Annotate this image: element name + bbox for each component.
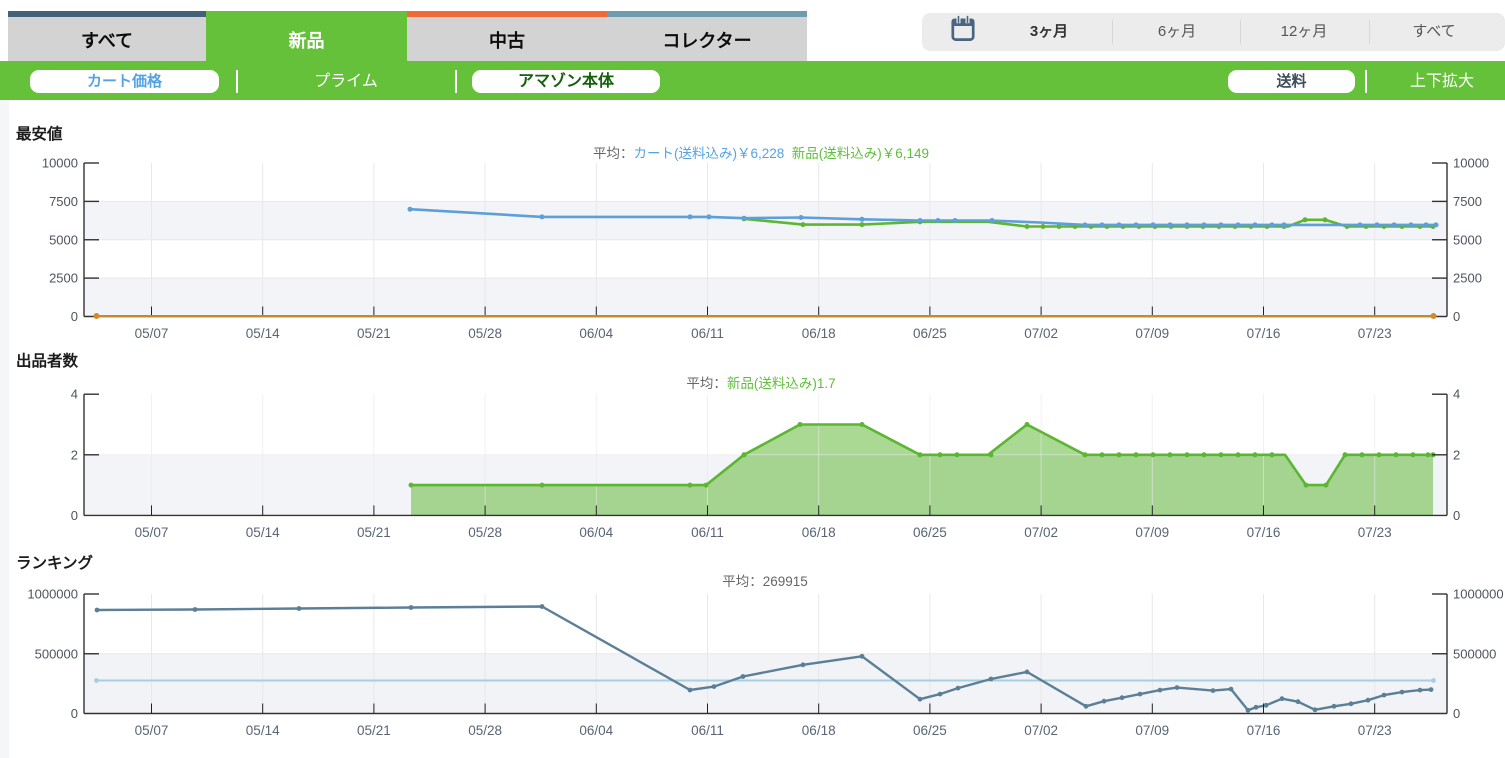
svg-text:7500: 7500 <box>49 194 78 209</box>
svg-text:07/09: 07/09 <box>1135 525 1169 540</box>
svg-text:06/11: 06/11 <box>691 326 724 341</box>
svg-text:0: 0 <box>1453 706 1460 721</box>
svg-text:07/02: 07/02 <box>1024 723 1058 738</box>
svg-text:0: 0 <box>1453 508 1460 523</box>
svg-text:05/21: 05/21 <box>357 326 391 341</box>
svg-text:1000000: 1000000 <box>1453 587 1504 602</box>
svg-text:2500: 2500 <box>1453 271 1482 286</box>
svg-text:05/21: 05/21 <box>357 723 391 738</box>
svg-text:0: 0 <box>71 508 78 523</box>
svg-text:2: 2 <box>71 447 78 462</box>
svg-text:10000: 10000 <box>1453 156 1489 171</box>
svg-text:05/07: 05/07 <box>135 525 169 540</box>
svg-text:05/14: 05/14 <box>246 326 280 341</box>
svg-text:0: 0 <box>71 706 78 721</box>
svg-text:2: 2 <box>1453 447 1460 462</box>
svg-text:07/02: 07/02 <box>1024 326 1058 341</box>
svg-text:4: 4 <box>71 387 78 402</box>
svg-text:2500: 2500 <box>49 271 78 286</box>
svg-text:0: 0 <box>1453 309 1460 324</box>
svg-text:10000: 10000 <box>42 156 78 171</box>
svg-text:7500: 7500 <box>1453 194 1482 209</box>
svg-text:07/16: 07/16 <box>1247 525 1281 540</box>
svg-text:05/21: 05/21 <box>357 525 391 540</box>
svg-text:05/28: 05/28 <box>468 723 502 738</box>
svg-text:05/28: 05/28 <box>468 326 502 341</box>
svg-text:05/28: 05/28 <box>468 525 502 540</box>
svg-text:06/25: 06/25 <box>913 723 947 738</box>
svg-text:07/23: 07/23 <box>1358 326 1392 341</box>
svg-text:1000000: 1000000 <box>27 587 78 602</box>
svg-text:07/09: 07/09 <box>1135 326 1169 341</box>
svg-text:4: 4 <box>1453 387 1460 402</box>
svg-text:06/11: 06/11 <box>691 723 724 738</box>
svg-text:07/02: 07/02 <box>1024 525 1058 540</box>
svg-text:07/09: 07/09 <box>1135 723 1169 738</box>
svg-text:07/23: 07/23 <box>1358 723 1392 738</box>
svg-text:06/25: 06/25 <box>913 326 947 341</box>
svg-text:0: 0 <box>71 309 78 324</box>
svg-text:500000: 500000 <box>35 646 78 661</box>
svg-text:05/07: 05/07 <box>135 326 169 341</box>
svg-text:05/14: 05/14 <box>246 723 280 738</box>
svg-text:06/18: 06/18 <box>802 326 836 341</box>
svg-text:5000: 5000 <box>1453 232 1482 247</box>
svg-text:06/11: 06/11 <box>691 525 724 540</box>
svg-text:05/07: 05/07 <box>135 723 169 738</box>
svg-text:07/16: 07/16 <box>1247 723 1281 738</box>
svg-text:06/18: 06/18 <box>802 525 836 540</box>
svg-text:05/14: 05/14 <box>246 525 280 540</box>
svg-text:06/04: 06/04 <box>579 326 613 341</box>
svg-text:06/04: 06/04 <box>579 723 613 738</box>
svg-text:500000: 500000 <box>1453 646 1496 661</box>
svg-text:06/18: 06/18 <box>802 723 836 738</box>
svg-text:06/04: 06/04 <box>579 525 613 540</box>
svg-text:06/25: 06/25 <box>913 525 947 540</box>
svg-text:07/23: 07/23 <box>1358 525 1392 540</box>
svg-text:5000: 5000 <box>49 232 78 247</box>
svg-text:07/16: 07/16 <box>1247 326 1281 341</box>
